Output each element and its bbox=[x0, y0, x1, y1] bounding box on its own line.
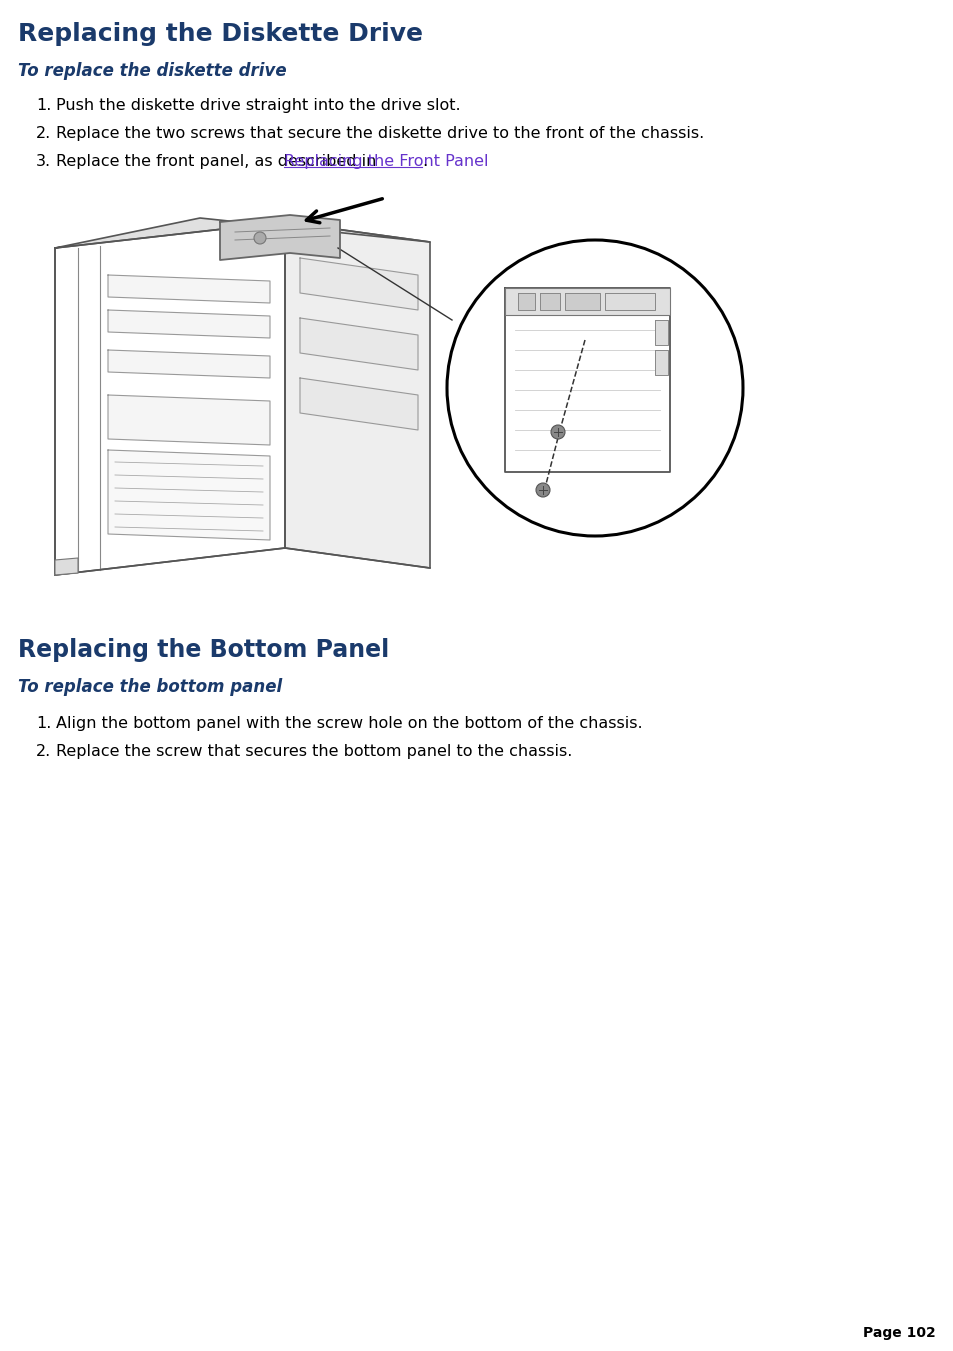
Polygon shape bbox=[504, 288, 669, 471]
Polygon shape bbox=[55, 222, 285, 576]
Text: Replacing the Diskette Drive: Replacing the Diskette Drive bbox=[18, 22, 422, 46]
Text: To replace the bottom panel: To replace the bottom panel bbox=[18, 678, 282, 696]
Text: Replace the two screws that secure the diskette drive to the front of the chassi: Replace the two screws that secure the d… bbox=[56, 126, 703, 141]
Circle shape bbox=[551, 426, 564, 439]
Text: Align the bottom panel with the screw hole on the bottom of the chassis.: Align the bottom panel with the screw ho… bbox=[56, 716, 642, 731]
Text: 1.: 1. bbox=[36, 99, 51, 113]
Polygon shape bbox=[504, 288, 669, 315]
Polygon shape bbox=[655, 350, 667, 376]
Polygon shape bbox=[299, 378, 417, 430]
Polygon shape bbox=[655, 320, 667, 345]
Polygon shape bbox=[299, 258, 417, 309]
Text: Replacing the Front Panel: Replacing the Front Panel bbox=[283, 154, 488, 169]
Polygon shape bbox=[108, 276, 270, 303]
Text: 3.: 3. bbox=[36, 154, 51, 169]
Polygon shape bbox=[604, 293, 655, 309]
Polygon shape bbox=[108, 309, 270, 338]
Polygon shape bbox=[564, 293, 599, 309]
Text: 2.: 2. bbox=[36, 744, 51, 759]
Text: Push the diskette drive straight into the drive slot.: Push the diskette drive straight into th… bbox=[56, 99, 460, 113]
Polygon shape bbox=[55, 218, 430, 249]
Text: 2.: 2. bbox=[36, 126, 51, 141]
Polygon shape bbox=[108, 394, 270, 444]
Text: 1.: 1. bbox=[36, 716, 51, 731]
Text: To replace the diskette drive: To replace the diskette drive bbox=[18, 62, 286, 80]
Polygon shape bbox=[539, 293, 559, 309]
Text: Replace the screw that secures the bottom panel to the chassis.: Replace the screw that secures the botto… bbox=[56, 744, 572, 759]
Circle shape bbox=[253, 232, 266, 245]
Polygon shape bbox=[55, 558, 78, 576]
Circle shape bbox=[447, 240, 742, 536]
Circle shape bbox=[536, 484, 550, 497]
Polygon shape bbox=[108, 350, 270, 378]
Text: .: . bbox=[422, 154, 427, 169]
Text: Replacing the Bottom Panel: Replacing the Bottom Panel bbox=[18, 638, 389, 662]
Text: Page 102: Page 102 bbox=[862, 1325, 935, 1340]
Polygon shape bbox=[108, 450, 270, 540]
Polygon shape bbox=[220, 215, 339, 259]
Polygon shape bbox=[517, 293, 535, 309]
Text: Replace the front panel, as described in: Replace the front panel, as described in bbox=[56, 154, 381, 169]
Polygon shape bbox=[299, 317, 417, 370]
Polygon shape bbox=[285, 222, 430, 567]
